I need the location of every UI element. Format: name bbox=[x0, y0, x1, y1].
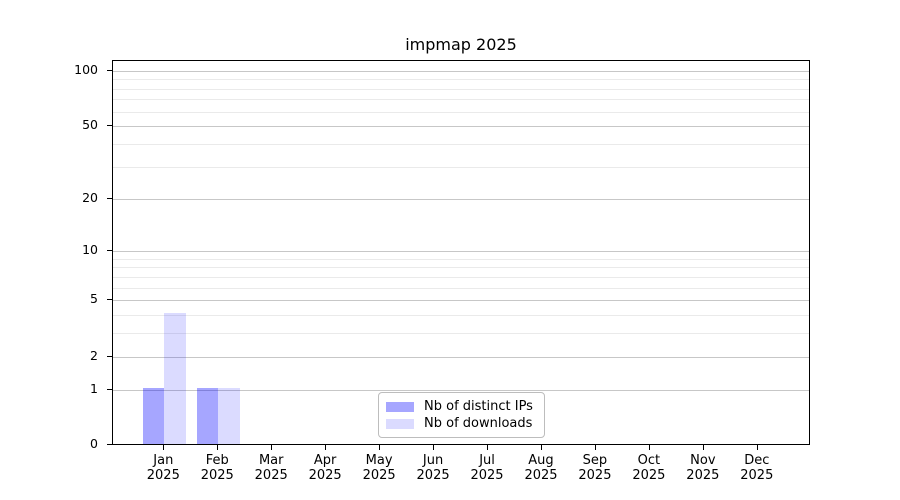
bar-jan-distinct-ips bbox=[142, 387, 165, 444]
legend-swatch-downloads bbox=[386, 418, 414, 429]
x-tick-mark bbox=[487, 445, 489, 450]
x-tick-mark bbox=[379, 445, 381, 450]
y-tick-label: 5 bbox=[90, 291, 98, 307]
x-tick-label-sep: Sep 2025 bbox=[578, 453, 612, 483]
y-tick-label: 20 bbox=[82, 189, 98, 205]
major-gridline bbox=[113, 198, 809, 200]
major-gridline bbox=[113, 389, 809, 391]
plot-area bbox=[112, 60, 810, 445]
y-tick-mark bbox=[107, 388, 112, 390]
x-tick-label-dec: Dec 2025 bbox=[740, 453, 774, 483]
y-tick-label: 0 bbox=[90, 436, 98, 451]
bar-feb-distinct-ips bbox=[196, 387, 219, 444]
minor-gridline bbox=[113, 144, 809, 146]
y-tick-label: 50 bbox=[82, 117, 98, 133]
major-gridline bbox=[113, 356, 809, 358]
minor-gridline bbox=[113, 276, 809, 278]
legend-label-downloads: Nb of downloads bbox=[424, 416, 533, 431]
minor-gridline bbox=[113, 287, 809, 289]
y-tick-mark bbox=[107, 299, 112, 301]
minor-gridline bbox=[113, 166, 809, 168]
major-gridline bbox=[113, 126, 809, 128]
x-tick-label-aug: Aug 2025 bbox=[524, 453, 558, 483]
x-tick-label-mar: Mar 2025 bbox=[254, 453, 288, 483]
x-tick-label-may: May 2025 bbox=[362, 453, 396, 483]
x-tick-mark bbox=[702, 445, 704, 450]
y-tick-label: 100 bbox=[74, 61, 98, 77]
legend: Nb of distinct IPs Nb of downloads bbox=[378, 392, 545, 438]
y-tick-mark bbox=[107, 125, 112, 127]
x-tick-label-apr: Apr 2025 bbox=[308, 453, 342, 483]
y-tick-label: 10 bbox=[82, 242, 98, 258]
minor-gridline bbox=[113, 111, 809, 113]
major-gridline bbox=[113, 251, 809, 253]
minor-gridline bbox=[113, 333, 809, 335]
minor-gridline bbox=[113, 99, 809, 101]
x-tick-mark bbox=[163, 445, 165, 450]
legend-item-distinct-ips: Nb of distinct IPs bbox=[386, 399, 535, 414]
minor-gridline bbox=[113, 258, 809, 260]
y-tick-mark bbox=[107, 250, 112, 252]
major-gridline bbox=[113, 300, 809, 302]
x-tick-label-feb: Feb 2025 bbox=[200, 453, 234, 483]
legend-swatch-distinct-ips bbox=[386, 401, 414, 412]
y-tick-label: 2 bbox=[90, 347, 98, 363]
minor-gridline bbox=[113, 315, 809, 317]
minor-gridline bbox=[113, 267, 809, 269]
x-tick-label-oct: Oct 2025 bbox=[632, 453, 666, 483]
legend-item-downloads: Nb of downloads bbox=[386, 416, 535, 431]
minor-gridline bbox=[113, 79, 809, 81]
y-tick-mark bbox=[107, 355, 112, 357]
x-tick-label-nov: Nov 2025 bbox=[686, 453, 720, 483]
y-tick-mark bbox=[107, 444, 112, 445]
y-tick-mark bbox=[107, 69, 112, 71]
legend-label-distinct-ips: Nb of distinct IPs bbox=[424, 399, 533, 414]
y-tick-label: 1 bbox=[90, 380, 98, 396]
x-tick-label-jan: Jan 2025 bbox=[146, 453, 180, 483]
x-tick-label-jul: Jul 2025 bbox=[470, 453, 504, 483]
x-tick-mark bbox=[217, 445, 219, 450]
x-tick-mark bbox=[433, 445, 435, 450]
x-tick-mark bbox=[540, 445, 542, 450]
bar-jan-downloads bbox=[164, 313, 186, 444]
x-tick-label-jun: Jun 2025 bbox=[416, 453, 450, 483]
bar-feb-downloads bbox=[218, 387, 240, 444]
x-tick-mark bbox=[756, 445, 758, 450]
x-tick-mark bbox=[271, 445, 273, 450]
x-tick-mark bbox=[648, 445, 650, 450]
x-tick-mark bbox=[325, 445, 327, 450]
chart-title: impmap 2025 bbox=[405, 35, 517, 54]
y-tick-mark bbox=[107, 197, 112, 199]
minor-gridline bbox=[113, 88, 809, 90]
x-tick-mark bbox=[594, 445, 596, 450]
major-gridline bbox=[113, 70, 809, 72]
